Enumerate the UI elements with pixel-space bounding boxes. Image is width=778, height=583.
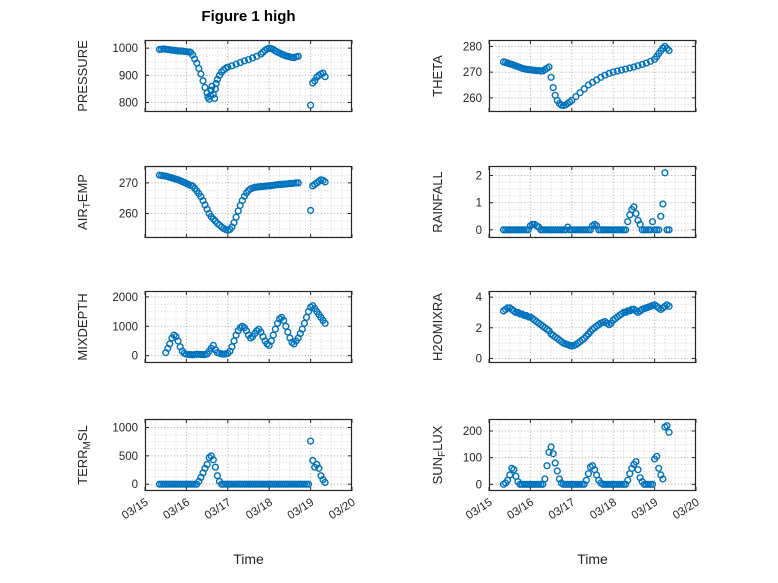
y-tick-label: 0 (476, 353, 482, 365)
axes-airtemp: 260 270 AIRTEMP (75, 165, 353, 239)
x-tick-label: 03/19 (630, 496, 661, 522)
y-tick-label: 2 (476, 171, 482, 183)
tick-marks (488, 419, 697, 491)
y-tick-label: 2000 (112, 292, 138, 304)
axes-terrmsl: 0 500 1000 03/15 03/16 03/17 03/18 03/19 03/20 TE… (75, 418, 358, 522)
y-tick-label: 1000 (112, 321, 138, 333)
tick-marks (488, 40, 697, 112)
tick-marks (144, 166, 353, 238)
y-axis-label-sunflux: SUNFLUX (430, 425, 448, 484)
y-tick-label: 280 (463, 41, 482, 53)
y-tick-label: 4 (476, 292, 483, 304)
y-tick-label: 1 (476, 198, 482, 210)
x-tick-label: 03/20 (327, 496, 358, 522)
y-tick-label: 0 (476, 479, 482, 491)
data-points-h2omixra (499, 301, 673, 350)
y-axis-label-theta: THETA (430, 55, 445, 97)
axes-sunflux: 0 100 200 03/15 03/16 03/17 03/18 03/19 03/20 SUN… (430, 418, 702, 522)
y-tick-label: 2 (476, 323, 482, 335)
data-points-airtemp (155, 171, 329, 234)
y-axis-label-pressure: PRESSURE (75, 40, 90, 112)
axes-theta: 260 270 280 THETA (430, 39, 697, 113)
x-tick-label: 03/15 (464, 496, 495, 522)
tick-marks (144, 40, 353, 112)
y-tick-label: 0 (476, 225, 482, 237)
axes-pressure: 800 900 1000 PRESSURE (75, 39, 353, 113)
y-tick-label: 270 (463, 67, 482, 79)
tick-marks (144, 419, 353, 491)
x-tick-label: 03/17 (547, 496, 578, 522)
y-tick-label: 1000 (112, 423, 138, 435)
y-tick-label: 900 (119, 70, 138, 82)
y-tick-label: 0 (132, 479, 138, 491)
y-tick-label: 800 (119, 97, 138, 109)
y-tick-label: 0 (132, 351, 138, 363)
subplot-pressure: 800 900 1000 PRESSURE (75, 39, 353, 113)
subplot-h2omixra: 0 2 4 H2OMIXRA (430, 290, 697, 365)
y-tick-label: 270 (119, 178, 138, 190)
x-axis-label-left: Time (233, 551, 264, 567)
y-axis-label-airtemp: AIRTEMP (75, 174, 93, 230)
subplot-airtemp: 260 270 AIRTEMP (75, 165, 353, 239)
axes-h2omixra: 0 2 4 H2OMIXRA (430, 290, 697, 365)
x-axis-label-right: Time (577, 551, 608, 567)
data-points-rainfall (499, 169, 673, 234)
figure-title: Figure 1 high (201, 8, 296, 25)
y-axis-label-rainfall: RAINFALL (430, 171, 445, 232)
y-tick-label: 100 (463, 453, 482, 465)
grid-sunflux (489, 419, 696, 491)
x-tick-label: 03/18 (244, 496, 275, 522)
subplot-terrmsl: 0 500 1000 03/15 03/16 03/17 03/18 03/19 03/20 TE… (75, 418, 358, 522)
x-tick-label: 03/19 (286, 496, 317, 522)
subplot-sunflux: 0 100 200 03/15 03/16 03/17 03/18 03/19 03/20 SUN… (430, 418, 702, 522)
tick-marks (488, 291, 697, 363)
subplot-theta: 260 270 280 THETA (430, 39, 697, 113)
subplot-mixdepth: 0 1000 2000 MIXDEPTH (75, 290, 353, 364)
y-tick-label: 260 (463, 93, 482, 105)
y-tick-label: 260 (119, 208, 138, 220)
x-tick-label: 03/18 (588, 496, 619, 522)
data-points-theta (499, 42, 673, 110)
data-points-mixdepth (162, 302, 329, 359)
y-tick-label: 500 (119, 451, 138, 463)
y-tick-label: 1000 (112, 43, 138, 55)
y-axis-label-mixdepth: MIXDEPTH (75, 293, 90, 360)
grid-mixdepth (145, 291, 352, 363)
x-tick-label: 03/15 (120, 496, 151, 522)
axes-mixdepth: 0 1000 2000 MIXDEPTH (75, 290, 353, 364)
x-tick-label: 03/16 (161, 496, 192, 522)
x-tick-label: 03/17 (203, 496, 234, 522)
x-tick-label: 03/20 (671, 496, 702, 522)
data-points-sunflux (499, 422, 673, 488)
axes-rainfall: 0 1 2 RAINFALL (430, 165, 697, 239)
tick-marks (144, 291, 353, 363)
y-axis-label-terrmsl: TERRMSL (75, 425, 93, 485)
y-axis-label-h2omixra: H2OMIXRA (430, 293, 445, 361)
data-points-pressure (155, 44, 329, 109)
x-tick-label: 03/16 (505, 496, 536, 522)
subplot-rainfall: 0 1 2 RAINFALL (430, 165, 697, 239)
y-tick-label: 200 (463, 426, 482, 438)
tick-marks (488, 166, 697, 238)
